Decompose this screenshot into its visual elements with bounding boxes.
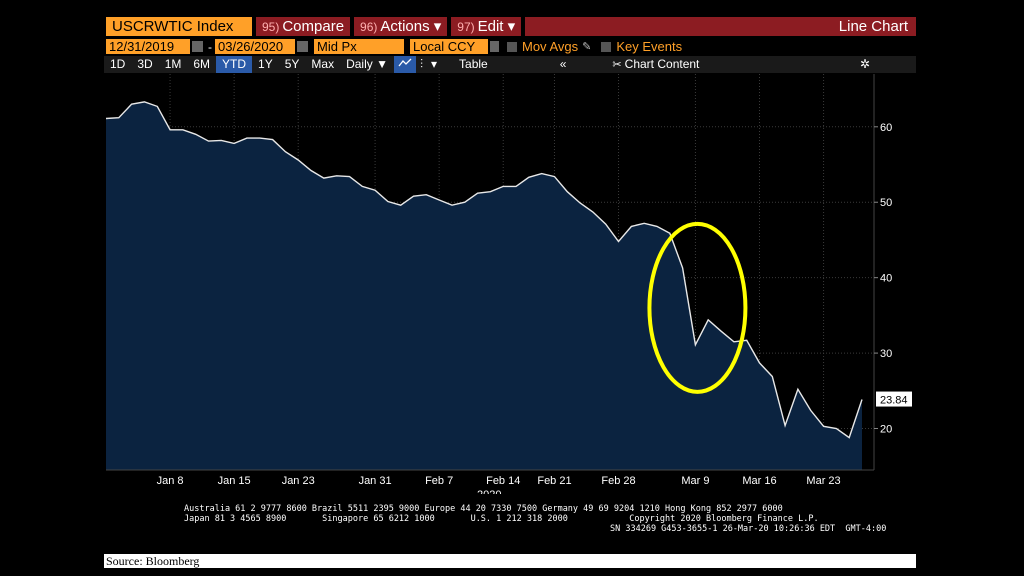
checkbox-icon[interactable] bbox=[507, 41, 517, 52]
actions-number: 96) bbox=[360, 20, 378, 34]
x-tick-label: Feb 28 bbox=[601, 475, 635, 487]
edit-number: 97) bbox=[457, 20, 475, 34]
currency-select[interactable]: Local CCY bbox=[410, 39, 488, 54]
collapse-button[interactable]: « bbox=[559, 57, 567, 71]
bloomberg-terminal: USCRWTIC Index 95) Compare 96) Actions ▾ 9… bbox=[104, 14, 916, 554]
y-tick-label: 30 bbox=[880, 348, 892, 360]
y-tick-label: 20 bbox=[880, 424, 892, 436]
actions-button[interactable]: 96) Actions ▾ bbox=[354, 17, 448, 36]
toolbar: 1D 3D 1M 6M YTD 1Y 5Y Max Daily ▼ ⫶ ▾ Ta… bbox=[104, 56, 916, 73]
view-title: Line Chart bbox=[525, 17, 916, 36]
gear-icon[interactable]: ✲ bbox=[859, 57, 870, 71]
x-tick-label: Mar 23 bbox=[806, 475, 840, 487]
mov-avgs-toggle[interactable]: Mov Avgs ✎ bbox=[507, 39, 591, 54]
period-1d[interactable]: 1D bbox=[110, 57, 126, 71]
year-label: 2020 bbox=[477, 489, 501, 494]
key-events-label: Key Events bbox=[616, 39, 683, 54]
line-chart-icon[interactable] bbox=[393, 56, 416, 73]
footer-session: SN 334269 G453-3655-1 26-Mar-20 10:26:36… bbox=[610, 524, 887, 534]
pencil-icon[interactable]: ✎ bbox=[582, 41, 592, 53]
frequency-select[interactable]: Daily ▼ bbox=[346, 57, 388, 71]
chevron-down-icon[interactable]: ▾ bbox=[430, 57, 438, 71]
chart-content-button[interactable]: ✂ Chart Content bbox=[606, 56, 705, 73]
x-tick-label: Mar 16 bbox=[742, 475, 776, 487]
period-1y[interactable]: 1Y bbox=[258, 57, 273, 71]
x-tick-label: Mar 9 bbox=[681, 475, 709, 487]
dropdown-icon[interactable] bbox=[490, 41, 499, 52]
period-6m[interactable]: 6M bbox=[193, 57, 211, 71]
period-ytd[interactable]: YTD bbox=[216, 56, 253, 73]
y-tick-label: 40 bbox=[880, 273, 892, 285]
footer-phones: Australia 61 2 9777 8600 Brazil 5511 239… bbox=[184, 504, 783, 514]
period-3d[interactable]: 3D bbox=[137, 57, 153, 71]
key-events-toggle[interactable]: Key Events bbox=[601, 39, 682, 54]
tools-icon: ✂ bbox=[612, 59, 625, 71]
compare-label: Compare bbox=[282, 18, 345, 35]
actions-label: Actions ▾ bbox=[380, 18, 442, 35]
checkbox-icon[interactable] bbox=[601, 41, 612, 52]
x-tick-label: Feb 7 bbox=[425, 475, 453, 487]
period-1m[interactable]: 1M bbox=[164, 57, 182, 71]
period-max[interactable]: Max bbox=[311, 57, 335, 71]
table-button[interactable]: Table bbox=[459, 57, 488, 71]
x-tick-label: Jan 31 bbox=[359, 475, 392, 487]
bar-chart-icon[interactable]: ⫶ bbox=[419, 57, 423, 71]
last-value-label: 23.84 bbox=[880, 395, 908, 407]
y-tick-label: 60 bbox=[880, 122, 892, 134]
end-date-input[interactable]: 03/26/2020 bbox=[215, 39, 295, 54]
x-tick-label: Jan 8 bbox=[157, 475, 184, 487]
last-value-box bbox=[876, 391, 912, 407]
x-tick-label: Feb 14 bbox=[486, 475, 520, 487]
ticker-field[interactable]: USCRWTIC Index bbox=[106, 17, 252, 36]
y-tick-label: 50 bbox=[880, 197, 892, 209]
x-tick-label: Feb 21 bbox=[537, 475, 571, 487]
annotation-ellipse bbox=[647, 221, 748, 394]
footer-copyright: Japan 81 3 4565 8900 Singapore 65 6212 1… bbox=[184, 514, 819, 524]
title-bar: USCRWTIC Index 95) Compare 96) Actions ▾ 9… bbox=[104, 16, 916, 37]
source-caption: Source: Bloomberg bbox=[104, 554, 916, 568]
calendar-icon[interactable] bbox=[297, 41, 308, 52]
compare-button[interactable]: 95) Compare bbox=[256, 17, 351, 36]
price-line bbox=[105, 101, 863, 439]
chart-area: 20 30 40 50 60 Jan 8 Jan 15 Jan 23 Jan 31 Feb 7 Fe… bbox=[104, 74, 916, 501]
start-date-input[interactable]: 12/31/2019 bbox=[106, 39, 190, 54]
field-select[interactable]: Mid Px bbox=[314, 39, 404, 54]
x-tick-label: Jan 23 bbox=[282, 475, 315, 487]
date-separator: - bbox=[208, 39, 212, 54]
mov-avgs-label: Mov Avgs bbox=[522, 39, 579, 54]
calendar-icon[interactable] bbox=[192, 41, 203, 52]
period-5y[interactable]: 5Y bbox=[284, 57, 300, 71]
chart-content-label: Chart Content bbox=[624, 57, 700, 71]
compare-number: 95) bbox=[262, 20, 280, 34]
controls-bar: 12/31/2019 - 03/26/2020 Mid Px Local CCY… bbox=[104, 38, 916, 55]
price-chart: 20 30 40 50 60 Jan 8 Jan 15 Jan 23 Jan 31 Feb 7 Fe… bbox=[105, 74, 912, 501]
edit-button[interactable]: 97) Edit ▾ bbox=[451, 17, 522, 36]
edit-label: Edit ▾ bbox=[477, 18, 516, 35]
x-tick-label: Jan 15 bbox=[218, 475, 251, 487]
